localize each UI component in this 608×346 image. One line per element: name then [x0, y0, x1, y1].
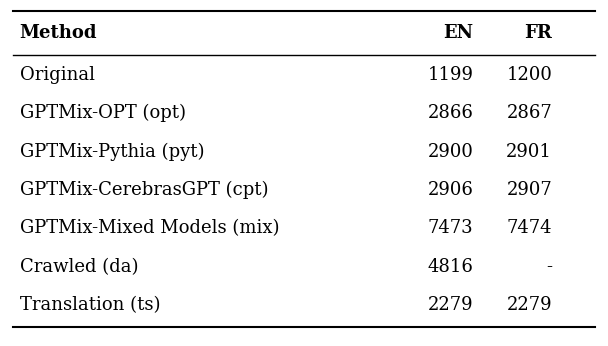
- Text: FR: FR: [524, 24, 552, 42]
- Text: Crawled (da): Crawled (da): [19, 258, 138, 276]
- Text: EN: EN: [443, 24, 474, 42]
- Text: Original: Original: [19, 66, 95, 84]
- Text: Translation (ts): Translation (ts): [19, 296, 160, 314]
- Text: 2907: 2907: [506, 181, 552, 199]
- Text: 2279: 2279: [506, 296, 552, 314]
- Text: 7473: 7473: [428, 219, 474, 237]
- Text: GPTMix-OPT (opt): GPTMix-OPT (opt): [19, 104, 185, 122]
- Text: GPTMix-CerebrasGPT (cpt): GPTMix-CerebrasGPT (cpt): [19, 181, 268, 199]
- Text: 1200: 1200: [506, 66, 552, 84]
- Text: 2279: 2279: [428, 296, 474, 314]
- Text: 2906: 2906: [427, 181, 474, 199]
- Text: GPTMix-Pythia (pyt): GPTMix-Pythia (pyt): [19, 143, 204, 161]
- Text: 4816: 4816: [427, 258, 474, 276]
- Text: 7474: 7474: [506, 219, 552, 237]
- Text: 2866: 2866: [427, 104, 474, 122]
- Text: 2900: 2900: [427, 143, 474, 161]
- Text: 2867: 2867: [506, 104, 552, 122]
- Text: GPTMix-Mixed Models (mix): GPTMix-Mixed Models (mix): [19, 219, 279, 237]
- Text: -: -: [546, 258, 552, 276]
- Text: 1199: 1199: [427, 66, 474, 84]
- Text: 2901: 2901: [506, 143, 552, 161]
- Text: Method: Method: [19, 24, 97, 42]
